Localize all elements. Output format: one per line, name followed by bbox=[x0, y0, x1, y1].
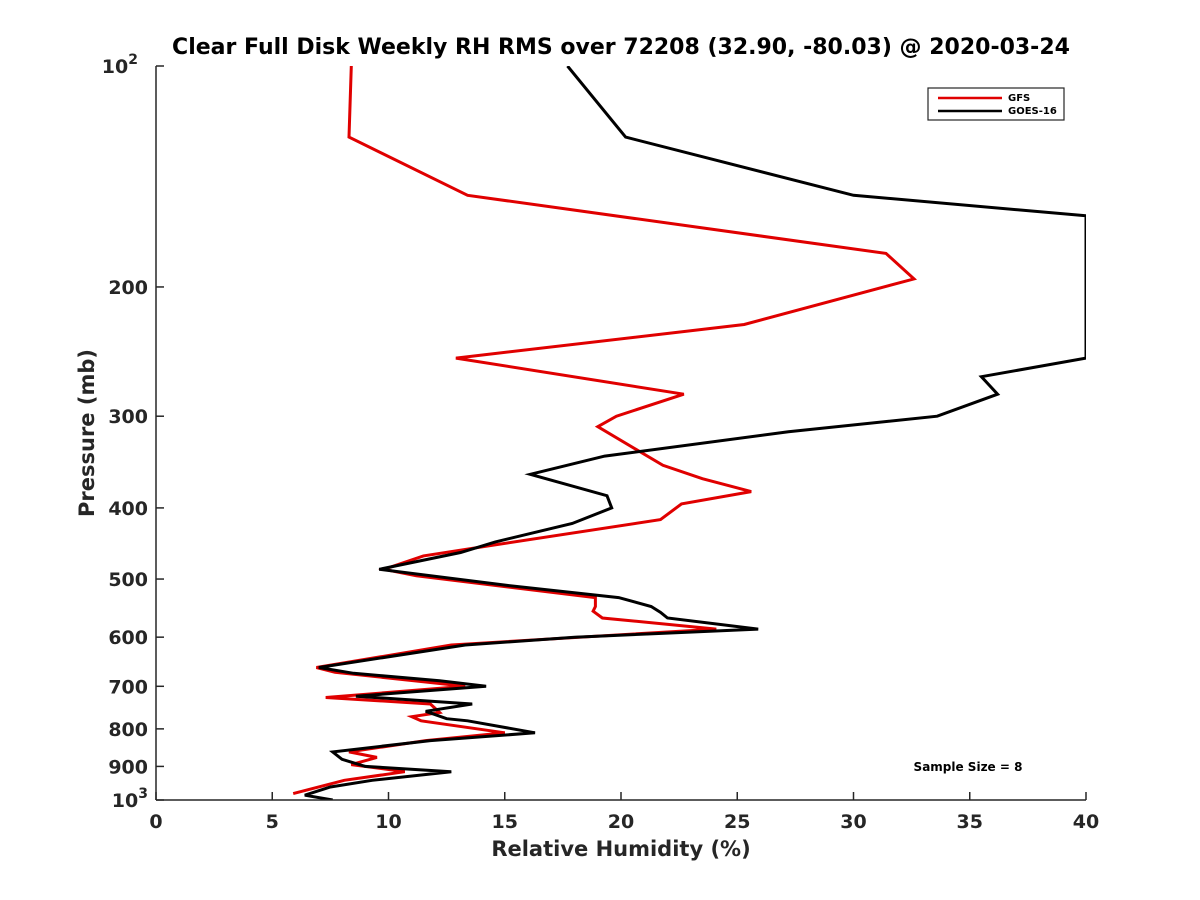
x-tick-label: 0 bbox=[149, 811, 162, 833]
y-tick-label: 900 bbox=[108, 756, 148, 778]
y-tick-label: 300 bbox=[108, 406, 148, 428]
sample-size-annotation: Sample Size = 8 bbox=[914, 760, 1023, 774]
series-line-goes16 bbox=[304, 66, 1086, 800]
y-tick-label: 800 bbox=[108, 719, 148, 741]
legend-label-goes16: GOES-16 bbox=[1008, 106, 1057, 117]
series-line-gfs bbox=[292, 66, 918, 796]
x-tick-label: 40 bbox=[1073, 811, 1099, 833]
x-tick-label: 25 bbox=[724, 811, 750, 833]
x-tick-label: 10 bbox=[375, 811, 401, 833]
x-tick-label: 35 bbox=[957, 811, 983, 833]
y-tick-bottom-exp: 3 bbox=[138, 786, 148, 802]
y-tick-label: 500 bbox=[108, 569, 148, 591]
y-tick-top-base: 10 bbox=[102, 56, 128, 78]
y-tick-top-exp: 2 bbox=[128, 52, 138, 68]
x-tick-label: 5 bbox=[266, 811, 279, 833]
x-axis-title: Relative Humidity (%) bbox=[491, 837, 750, 861]
y-tick-label-bottom: 103 bbox=[112, 786, 148, 812]
y-tick-label: 400 bbox=[108, 498, 148, 520]
y-tick-bottom-base: 10 bbox=[112, 790, 138, 812]
legend-box bbox=[927, 87, 1065, 121]
x-tick-label: 15 bbox=[492, 811, 518, 833]
series-layer bbox=[292, 66, 1086, 800]
y-axis-ticks: 200 300 400 500 600 700 800 900 bbox=[108, 65, 164, 801]
x-tick-label: 30 bbox=[840, 811, 866, 833]
y-tick-label: 600 bbox=[108, 627, 148, 649]
y-tick-label: 700 bbox=[108, 676, 148, 698]
y-tick-label: 200 bbox=[108, 277, 148, 299]
x-tick-label: 20 bbox=[608, 811, 634, 833]
chart-title: Clear Full Disk Weekly RH RMS over 72208… bbox=[172, 35, 1070, 60]
x-axis-ticks: 0 5 10 15 20 25 30 35 40 bbox=[149, 792, 1099, 833]
legend: GFS GOES-16 bbox=[927, 87, 1065, 121]
legend-label-gfs: GFS bbox=[1008, 93, 1030, 104]
y-axis-title: Pressure (mb) bbox=[75, 349, 99, 517]
y-tick-label-top: 102 bbox=[102, 52, 138, 78]
